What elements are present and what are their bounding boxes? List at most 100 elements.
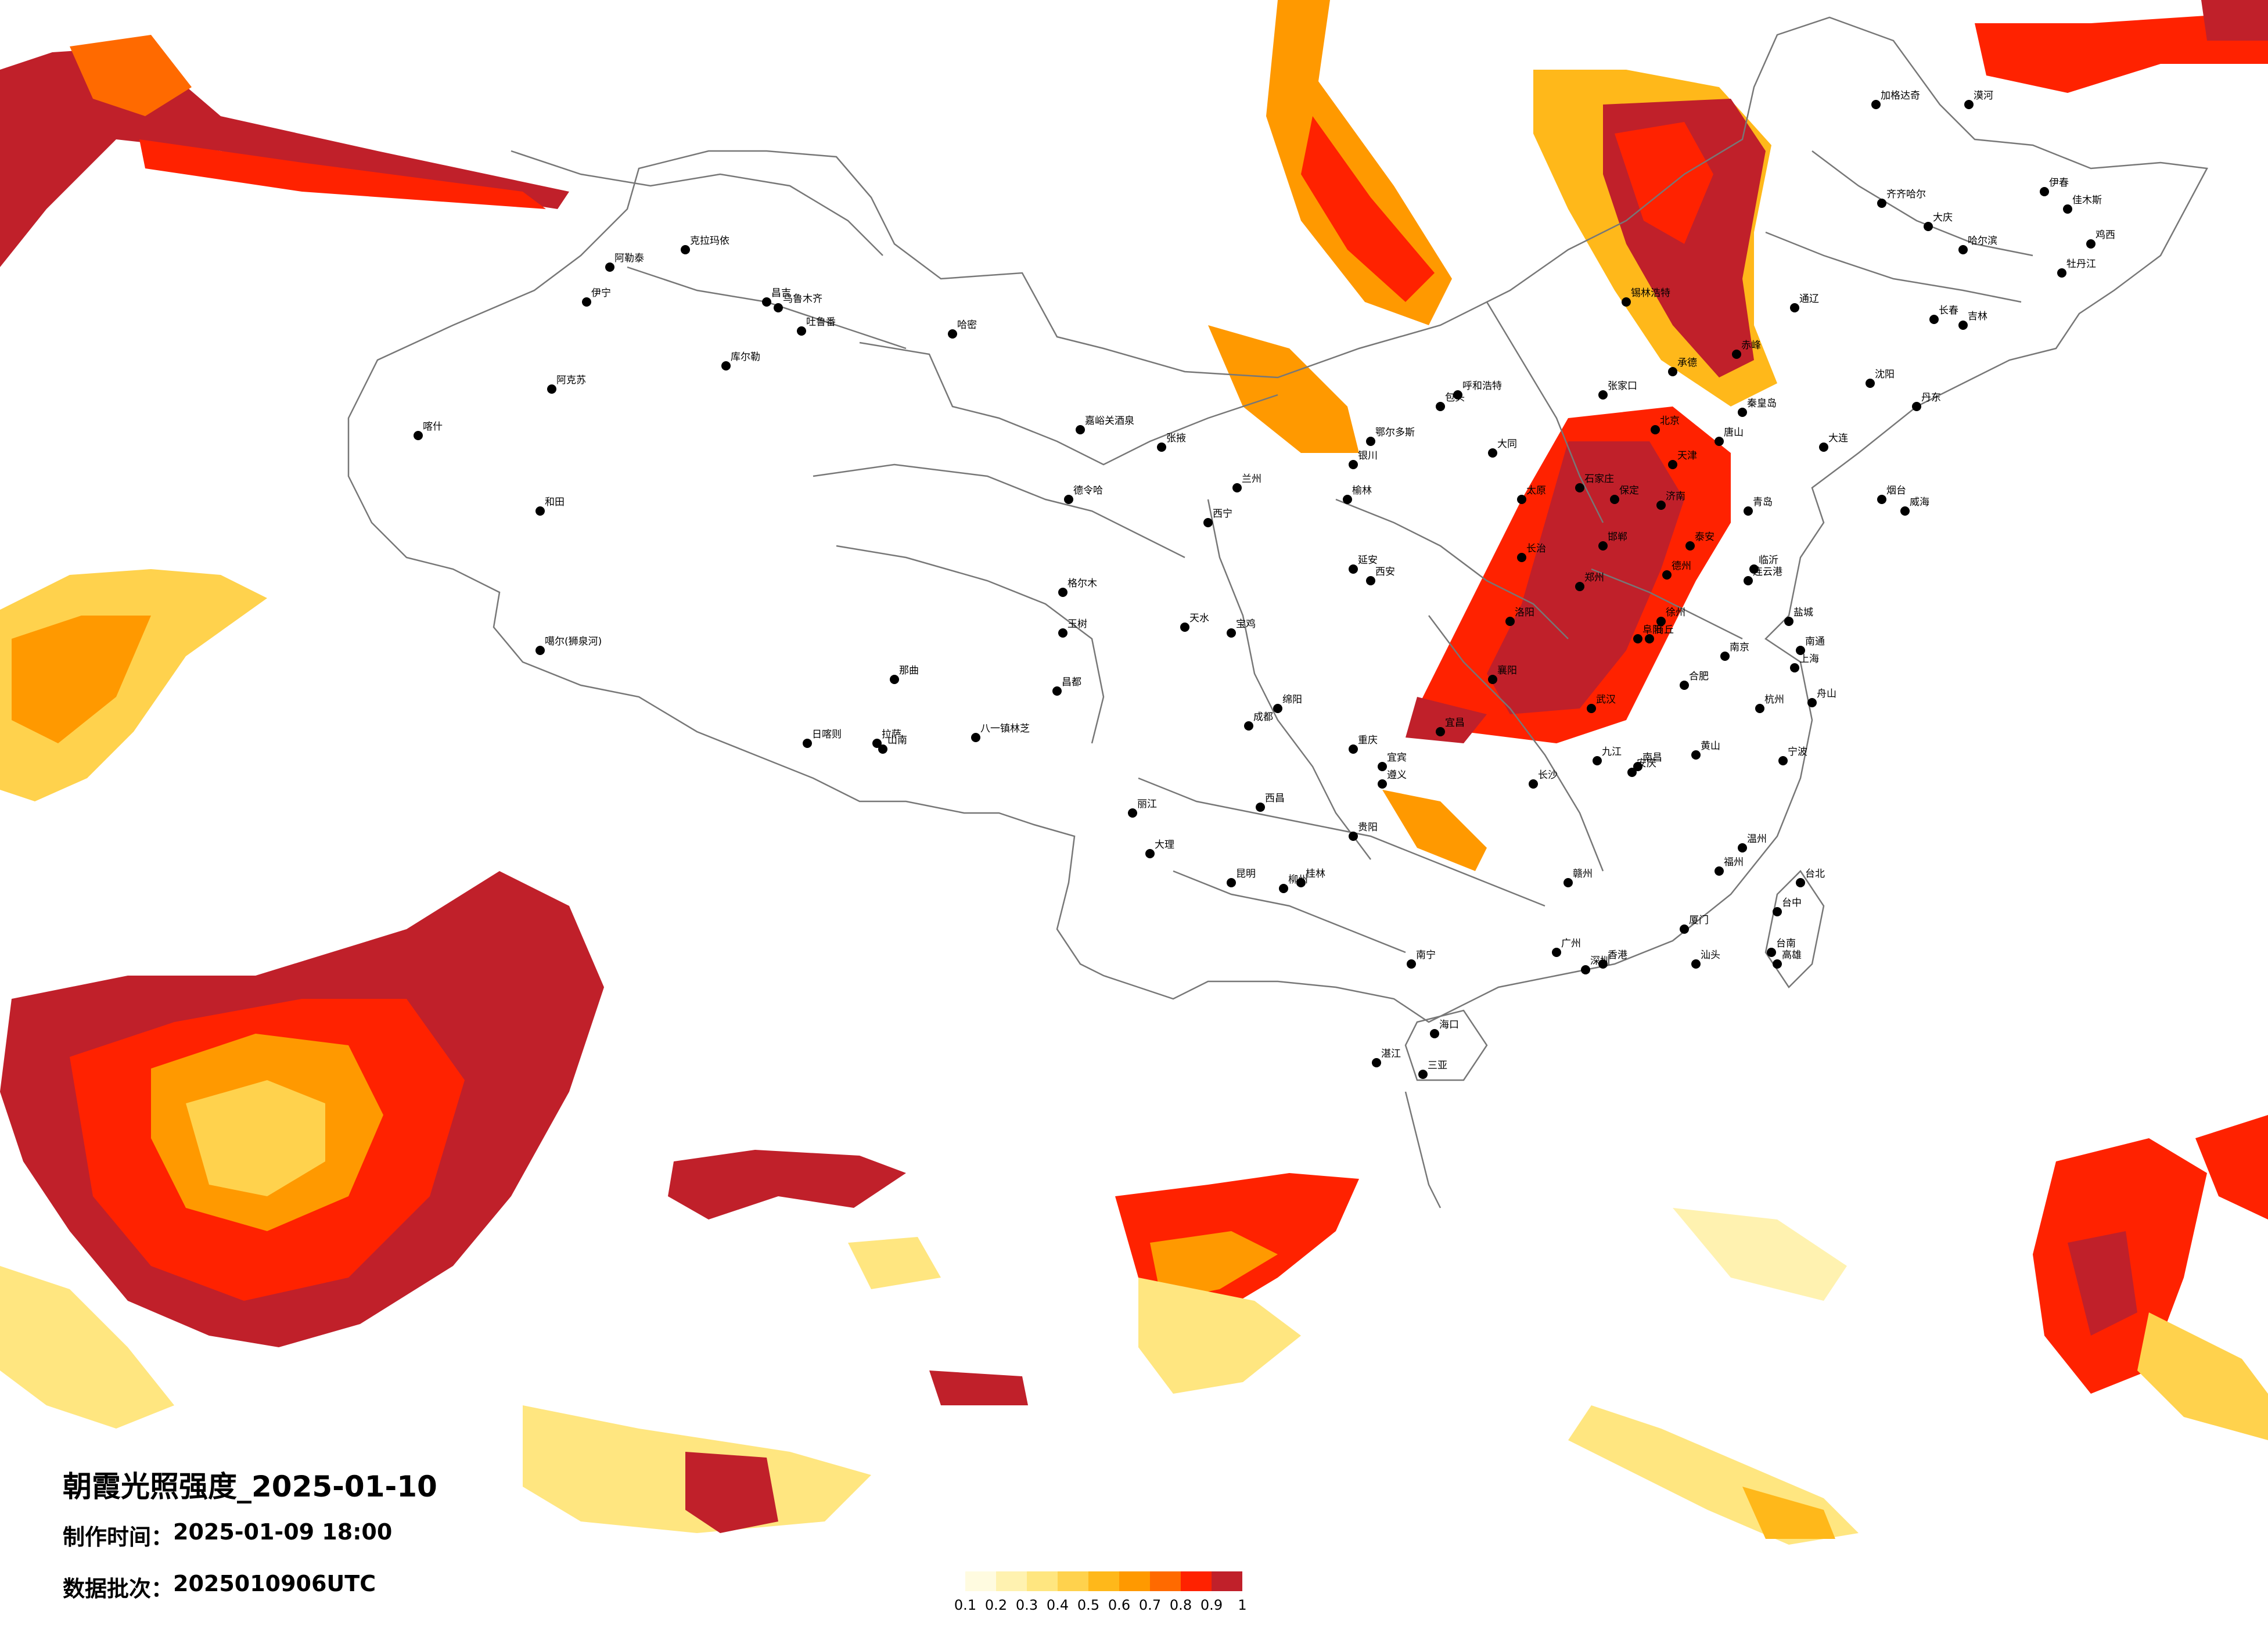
city-marker: 天水 — [1180, 613, 1209, 632]
city-label: 大同 — [1497, 438, 1517, 450]
city-dot — [1232, 483, 1242, 492]
heat-region — [0, 1266, 174, 1429]
city-marker: 上海 — [1790, 653, 1819, 672]
city-dot — [1145, 849, 1155, 858]
city-marker: 昆明 — [1227, 868, 1256, 887]
city-label: 盐城 — [1793, 607, 1813, 618]
city-label: 佳木斯 — [2072, 195, 2102, 206]
city-dot — [803, 739, 812, 748]
heat-region — [848, 1237, 941, 1289]
legend-swatch — [1119, 1571, 1150, 1591]
city-dot — [1912, 402, 1921, 411]
city-dot — [1488, 675, 1497, 684]
city-label: 大连 — [1828, 433, 1848, 444]
city-marker: 福州 — [1715, 857, 1744, 876]
city-label: 鄂尔多斯 — [1375, 427, 1415, 438]
city-label: 格尔木 — [1067, 578, 1097, 589]
city-dot — [1430, 1029, 1439, 1038]
city-dot — [681, 245, 690, 254]
city-marker: 海口 — [1430, 1019, 1459, 1038]
city-marker: 榆林 — [1343, 485, 1372, 504]
city-label: 绵阳 — [1282, 694, 1302, 706]
city-dot — [1552, 948, 1561, 957]
legend-tick-label: 0.9 — [1200, 1597, 1223, 1613]
city-label: 南宁 — [1416, 949, 1436, 961]
city-marker: 台南 — [1767, 938, 1796, 957]
city-label: 宝鸡 — [1236, 618, 1256, 630]
legend-swatch — [1058, 1571, 1088, 1591]
province-border — [1207, 499, 1371, 860]
city-label: 长治 — [1526, 543, 1546, 555]
city-label: 保定 — [1619, 485, 1639, 497]
city-dot — [1349, 460, 1358, 469]
city-dot — [1819, 443, 1828, 452]
city-marker: 唐山 — [1715, 426, 1744, 446]
made-time-label: 制作时间： — [63, 1524, 174, 1550]
heat-region — [2068, 1231, 2137, 1336]
city-marker: 重庆 — [1349, 735, 1378, 754]
city-label: 阿克苏 — [556, 375, 586, 386]
city-marker: 德州 — [1662, 560, 1691, 580]
city-dot — [1651, 425, 1660, 434]
city-label: 那曲 — [899, 665, 919, 677]
city-label: 成都 — [1253, 711, 1273, 723]
city-label: 沈阳 — [1875, 369, 1895, 380]
heat-region — [1615, 122, 1713, 244]
city-marker: 西昌 — [1256, 793, 1285, 812]
city-marker: 昌都 — [1052, 677, 1081, 696]
city-marker: 九江 — [1593, 746, 1622, 765]
city-dot — [1343, 495, 1352, 504]
legend-swatch — [1212, 1571, 1242, 1591]
city-marker: 加格达奇 — [1871, 90, 1920, 109]
city-dot — [1378, 779, 1387, 789]
city-marker: 吐鲁番 — [797, 316, 836, 336]
city-marker: 武汉 — [1587, 694, 1616, 713]
legend-swatch — [965, 1571, 996, 1591]
heat-region — [1208, 325, 1359, 453]
data-batch: 数据批次： 2025010906UTC — [63, 1571, 437, 1603]
city-label: 库尔勒 — [731, 351, 760, 363]
city-label: 台北 — [1805, 868, 1825, 880]
city-label: 哈尔滨 — [1968, 235, 1997, 247]
city-dot — [1877, 495, 1886, 504]
city-marker: 高雄 — [1773, 949, 1802, 969]
city-dot — [1691, 750, 1701, 760]
city-marker: 保定 — [1610, 485, 1639, 504]
city-dot — [535, 646, 545, 655]
city-marker: 德令哈 — [1064, 485, 1103, 504]
city-marker: 临沂 — [1749, 555, 1778, 574]
city-label: 唐山 — [1724, 426, 1744, 438]
city-marker: 延安 — [1349, 555, 1378, 574]
city-dot — [1685, 541, 1695, 551]
city-label: 齐齐哈尔 — [1886, 189, 1926, 200]
city-dot — [2057, 268, 2066, 278]
city-label: 九江 — [1602, 746, 1622, 758]
city-label: 西昌 — [1265, 793, 1285, 804]
city-label: 台中 — [1782, 897, 1802, 909]
city-marker: 玉树 — [1058, 618, 1087, 638]
city-dot — [1064, 495, 1073, 504]
city-marker: 厦门 — [1680, 915, 1709, 934]
city-marker: 太原 — [1517, 485, 1546, 504]
city-dot — [1744, 506, 1753, 516]
city-label: 济南 — [1666, 491, 1685, 502]
heat-region — [2137, 1312, 2268, 1440]
city-label: 南昌 — [1642, 752, 1662, 764]
city-dot — [872, 739, 882, 748]
city-label: 台南 — [1776, 938, 1796, 949]
city-label: 山南 — [887, 735, 907, 746]
city-dot — [1691, 959, 1701, 969]
city-dot — [878, 744, 887, 754]
legend-tick-label: 0.4 — [1046, 1597, 1069, 1613]
city-marker: 舟山 — [1807, 688, 1836, 707]
city-dot — [1372, 1058, 1381, 1067]
city-marker: 济南 — [1656, 491, 1685, 510]
heat-region — [929, 1370, 1028, 1405]
city-marker: 噶尔(狮泉河) — [535, 636, 602, 655]
city-dot — [1227, 878, 1236, 887]
city-marker: 汕头 — [1691, 949, 1720, 969]
legend-tick-label: 0.8 — [1169, 1597, 1192, 1613]
city-label: 天水 — [1189, 613, 1209, 624]
city-marker: 天津 — [1668, 450, 1697, 469]
city-label: 广州 — [1561, 938, 1581, 949]
